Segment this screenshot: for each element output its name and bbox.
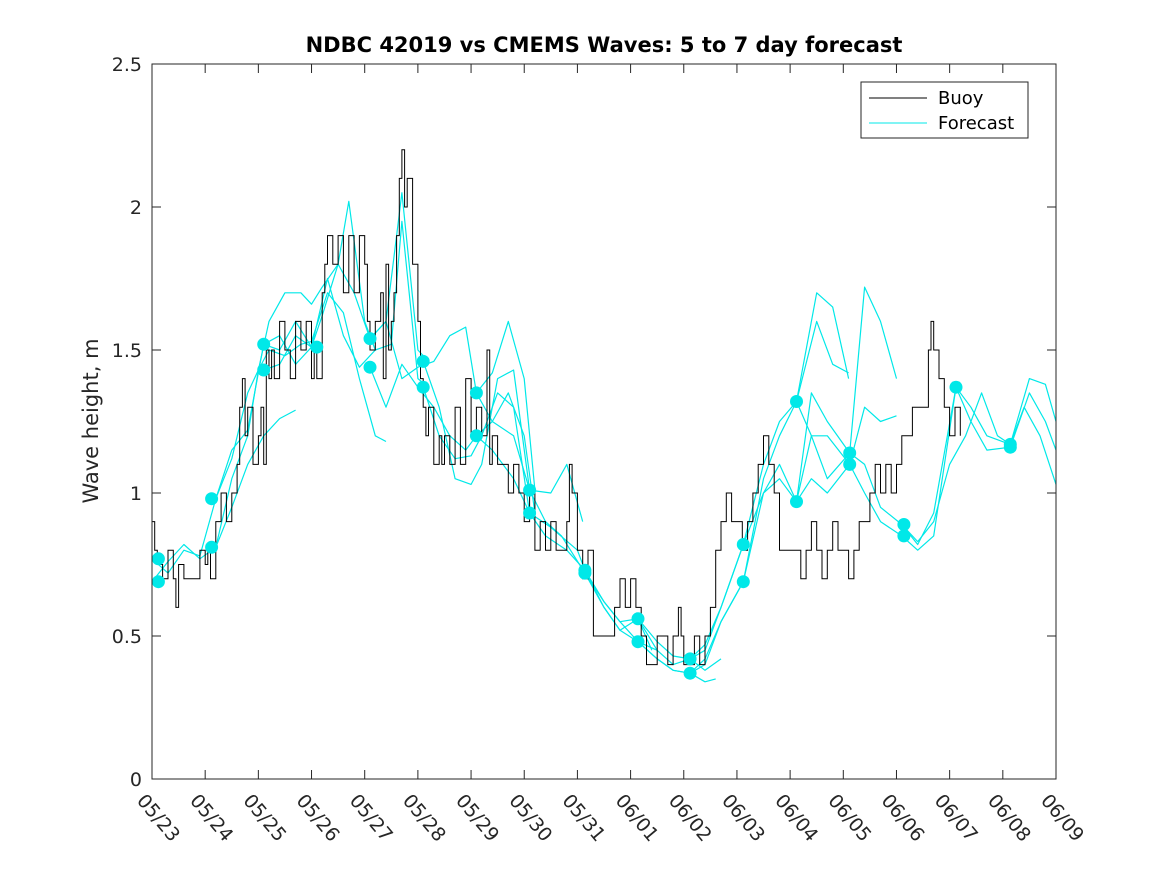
- legend-box: [860, 81, 1029, 139]
- forecast-marker-21: [736, 538, 750, 551]
- forecast-marker-5: [257, 363, 271, 377]
- forecast-line-1: [151, 409, 296, 583]
- forecast-marker-11: [469, 386, 483, 400]
- forecast-line-5: [263, 220, 429, 388]
- forecast-marker-10: [416, 380, 430, 394]
- x-tick-label-17: 06/09: [1036, 790, 1088, 846]
- x-tick-label-1: 05/24: [185, 790, 237, 846]
- y-axis-label: Wave height, m: [79, 338, 103, 503]
- forecast-marker-19: [683, 652, 697, 666]
- x-tick-label-3: 05/26: [292, 790, 344, 846]
- x-tick-label-0: 05/23: [132, 790, 184, 846]
- x-tick-label-15: 06/07: [930, 790, 982, 846]
- x-tick-label-12: 06/04: [770, 790, 822, 846]
- forecast-marker-16: [578, 566, 592, 580]
- forecast-marker-28: [897, 529, 911, 543]
- x-tick-label-13: 06/05: [823, 790, 875, 846]
- forecast-marker-24: [790, 495, 803, 509]
- forecast-marker-26: [843, 457, 857, 471]
- forecast-marker-20: [683, 666, 697, 680]
- y-tick-label-2: 1: [130, 483, 142, 505]
- forecast-marker-1: [151, 575, 165, 589]
- forecast-line-15: [637, 320, 849, 674]
- plot-area: [151, 149, 1057, 683]
- x-tick-label-10: 06/02: [664, 790, 716, 846]
- forecast-marker-0: [151, 552, 165, 566]
- forecast-line-18: [795, 378, 1057, 546]
- forecast-line-6: [369, 320, 536, 491]
- forecast-line-16: [689, 286, 898, 660]
- x-tick-label-2: 05/25: [239, 790, 291, 846]
- forecast-marker-2: [205, 492, 219, 506]
- forecast-marker-29: [949, 380, 963, 394]
- x-tick-label-11: 06/03: [717, 790, 769, 846]
- x-tick-label-9: 06/01: [611, 790, 663, 846]
- forecast-line-2: [215, 200, 376, 499]
- forecast-marker-22: [736, 575, 750, 589]
- legend-forecast-label: Forecast: [938, 113, 1014, 134]
- y-tick-label-1: 0.5: [112, 626, 142, 648]
- forecast-line-0: [151, 335, 312, 574]
- buoy-line: [152, 149, 961, 666]
- x-tick-label-6: 05/29: [451, 790, 503, 846]
- forecast-marker-6: [310, 340, 324, 354]
- forecast-marker-14: [523, 506, 537, 520]
- forecast-marker-18: [631, 635, 645, 649]
- forecast-marker-9: [416, 354, 430, 368]
- forecast-marker-23: [790, 395, 803, 408]
- legend-buoy-label: Buoy: [938, 88, 984, 109]
- axes-box: [151, 63, 1057, 780]
- y-tick-label-0: 0: [130, 769, 142, 791]
- legend: Buoy Forecast: [860, 81, 1029, 139]
- forecast-line-20: [901, 392, 1057, 543]
- forecast-marker-3: [205, 540, 219, 554]
- forecast-marker-27: [897, 518, 911, 531]
- forecast-marker-25: [843, 446, 857, 460]
- forecast-marker-31: [1003, 440, 1017, 454]
- y-tick-label-5: 2.5: [112, 54, 142, 76]
- forecast-line-14: [637, 292, 850, 660]
- forecast-line-8: [422, 361, 584, 522]
- forecast-marker-13: [523, 483, 537, 497]
- forecast-line-10: [475, 392, 658, 651]
- forecast-marker-8: [363, 360, 377, 374]
- y-tick-label-3: 1.5: [112, 340, 142, 362]
- x-tick-label-14: 06/06: [877, 790, 929, 846]
- forecast-marker-7: [363, 332, 377, 346]
- forecast-line-4: [263, 192, 429, 362]
- x-tick-label-16: 06/08: [983, 790, 1035, 846]
- forecast-line-9: [422, 387, 586, 571]
- chart-title: NDBC 42019 vs CMEMS Waves: 5 to 7 day fo…: [306, 33, 903, 57]
- x-tick-label-7: 05/30: [504, 790, 556, 846]
- forecast-line-7: [369, 363, 536, 514]
- forecast-line-13: [584, 572, 716, 683]
- forecast-marker-17: [631, 612, 645, 626]
- x-tick-label-8: 05/31: [558, 790, 610, 846]
- forecast-marker-12: [469, 429, 483, 443]
- y-tick-label-4: 2: [130, 197, 142, 219]
- forecast-marker-4: [257, 337, 271, 351]
- x-tick-label-5: 05/28: [398, 790, 450, 846]
- x-tick-label-4: 05/27: [345, 790, 397, 846]
